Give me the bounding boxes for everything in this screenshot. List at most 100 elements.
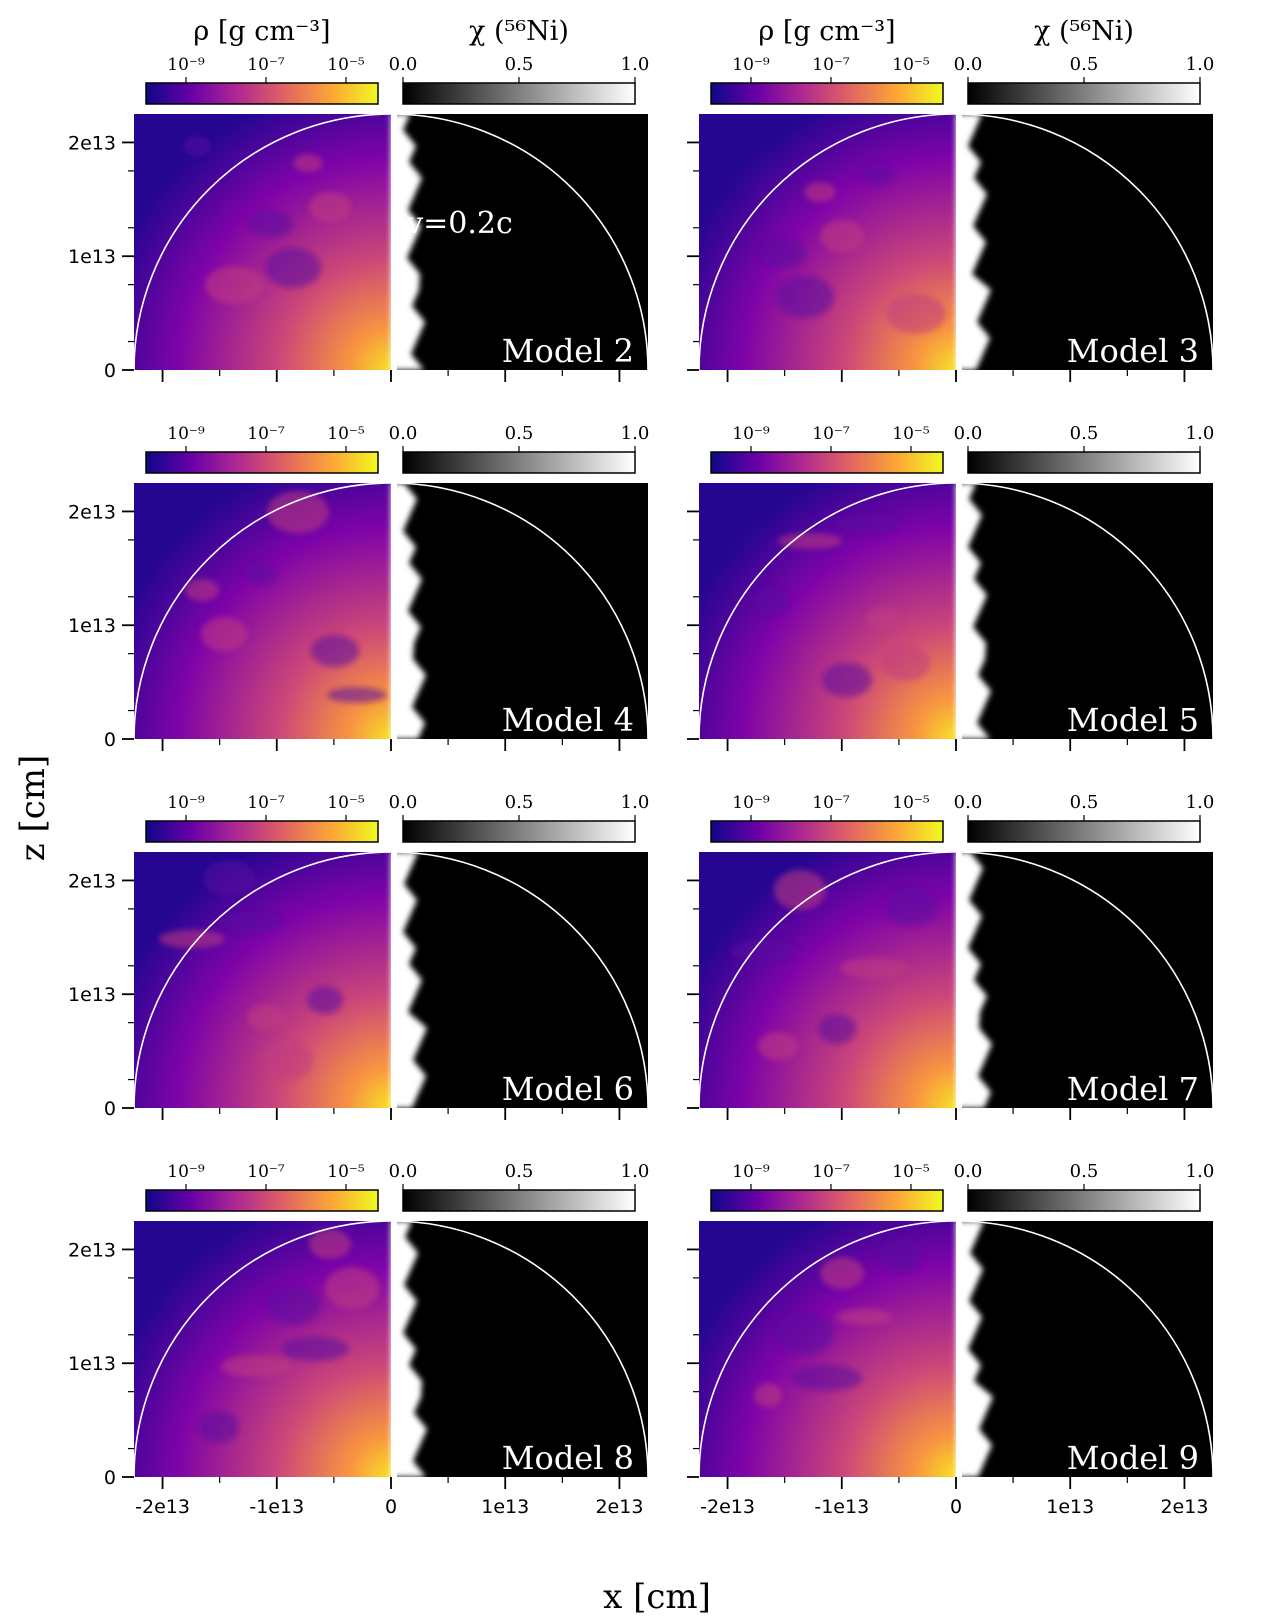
nickel-axis-strip [391, 1221, 397, 1477]
nickel-colorbar [967, 820, 1201, 843]
nickel-colorbar [402, 451, 636, 474]
density-plume [838, 515, 900, 533]
density-colorbar-tick-label: 10⁻⁹ [732, 424, 770, 444]
nickel-column [391, 114, 425, 370]
density-plume [247, 1004, 285, 1030]
density-plume [840, 958, 908, 978]
density-plume [309, 1229, 351, 1259]
y-tick-label: 0 [104, 360, 116, 382]
density-colorbar-tick-label: 10⁻⁵ [327, 424, 365, 444]
nickel-colorbar-tick-label: 1.0 [1186, 423, 1215, 444]
y-tick-label: 2e13 [68, 501, 116, 523]
density-map [134, 114, 391, 370]
nickel-colorbar-tick-label: 0.0 [954, 1161, 983, 1182]
density-colorbar-tick-label: 10⁻⁷ [247, 793, 285, 813]
nickel-axis-strip [956, 1221, 962, 1477]
nickel-map [956, 483, 1213, 739]
nickel-colorbar-tick-label: 0.0 [389, 423, 418, 444]
nickel-column [391, 1221, 427, 1477]
density-plume [325, 1267, 379, 1309]
density-colorbar [145, 82, 379, 105]
y-tick-label: 2e13 [68, 1239, 116, 1261]
nickel-colorbar [967, 82, 1201, 105]
nickel-column [956, 483, 991, 739]
density-plume [778, 533, 842, 549]
nickel-colorbar-tick-label: 0.0 [389, 1161, 418, 1182]
density-plume [792, 1365, 862, 1391]
x-tick-label: -1e13 [814, 1496, 869, 1518]
panel-model-3: Model 3 10⁻⁹ 10⁻⁷ 10⁻⁵ 0.0 0.5 1.0 ρ [g cm⁻³] χ … [687, 16, 1214, 382]
panel-model-6: Model 6 10⁻⁹ 10⁻⁷ 10⁻⁵ 0.0 0.5 1.0 2e13 1e13 0 [68, 792, 649, 1120]
density-colorbar-tick-label: 10⁻⁵ [892, 55, 930, 75]
nickel-map [956, 114, 1213, 370]
density-plume [866, 607, 902, 631]
density-plume [201, 617, 247, 651]
density-plume [818, 1014, 856, 1044]
nickel-colorbar-tick-label: 1.0 [621, 792, 650, 813]
density-structures [185, 491, 387, 703]
density-colorbar-tick-label: 10⁻⁷ [247, 55, 285, 75]
density-colorbar-tick-label: 10⁻⁹ [167, 1162, 205, 1182]
density-plume [267, 491, 329, 533]
panel-model-4: Model 4 10⁻⁹ 10⁻⁷ 10⁻⁵ 0.0 0.5 1.0 2e13 1e13 0 [68, 423, 649, 751]
nickel-colorbar [967, 451, 1201, 474]
density-plume [776, 1313, 834, 1355]
density-map [134, 1221, 391, 1477]
nickel-colorbar-tick-label: 1.0 [1186, 54, 1215, 75]
density-colorbar-tick-label: 10⁻⁵ [892, 424, 930, 444]
density-structures [183, 136, 351, 304]
density-plume [307, 986, 343, 1014]
density-structures [730, 870, 938, 1060]
density-colorbar-tick-label: 10⁻⁹ [732, 793, 770, 813]
density-plume [820, 220, 864, 252]
nickel-colorbar-tick-label: 0.0 [389, 54, 418, 75]
density-plume [754, 1383, 782, 1407]
density-map [699, 483, 956, 739]
density-plume [249, 210, 293, 238]
model-label: Model 8 [502, 1439, 634, 1477]
density-plume [205, 266, 263, 304]
density-plume [820, 1257, 864, 1289]
density-colorbar [710, 820, 944, 843]
nickel-colorbar-title: χ (⁵⁶Ni) [1034, 16, 1134, 47]
y-tick-label: 2e13 [68, 870, 116, 892]
nickel-colorbar-title: χ (⁵⁶Ni) [469, 16, 569, 47]
density-colorbar-tick-label: 10⁻⁷ [247, 1162, 285, 1182]
y-tick-label: 1e13 [68, 984, 116, 1006]
nickel-column [391, 852, 427, 1108]
density-plume [265, 248, 321, 288]
nickel-colorbar-tick-label: 0.0 [954, 423, 983, 444]
density-plume [263, 1042, 313, 1080]
density-colorbar-tick-label: 10⁻⁵ [327, 1162, 365, 1182]
x-tick-label: 0 [385, 1496, 397, 1518]
nickel-colorbar [402, 82, 636, 105]
x-tick-label: 0 [950, 1496, 962, 1518]
density-plume [836, 1309, 892, 1325]
nickel-axis-strip [391, 114, 397, 370]
x-axis-label: x [cm] [603, 1577, 711, 1617]
panel-model-8: Model 8 10⁻⁹ 10⁻⁷ 10⁻⁵ 0.0 0.5 1.0 2e13 1e13 0 -2e… [68, 1161, 649, 1518]
density-colorbar [710, 451, 944, 474]
density-structures [756, 515, 930, 697]
nickel-colorbar [967, 1189, 1201, 1212]
nickel-map [391, 852, 648, 1108]
model-label: Model 5 [1067, 701, 1199, 739]
density-colorbar-tick-label: 10⁻⁷ [812, 55, 850, 75]
density-plume [882, 645, 930, 681]
nickel-colorbar-tick-label: 1.0 [621, 423, 650, 444]
nickel-colorbar-tick-label: 0.0 [389, 792, 418, 813]
model-label: Model 2 [502, 332, 634, 370]
density-plume [756, 589, 790, 615]
y-tick-label: 2e13 [68, 132, 116, 154]
density-colorbar-title: ρ [g cm⁻³] [758, 16, 895, 47]
x-tick-label: -2e13 [135, 1496, 190, 1518]
nickel-axis-strip [956, 852, 962, 1108]
density-structures [760, 164, 946, 334]
velocity-circle [698, 113, 1214, 371]
density-plume [760, 238, 806, 268]
velocity-circle [698, 1220, 1214, 1478]
density-colorbar-tick-label: 10⁻⁷ [247, 424, 285, 444]
nickel-column [956, 852, 992, 1108]
density-plume [221, 1355, 291, 1377]
